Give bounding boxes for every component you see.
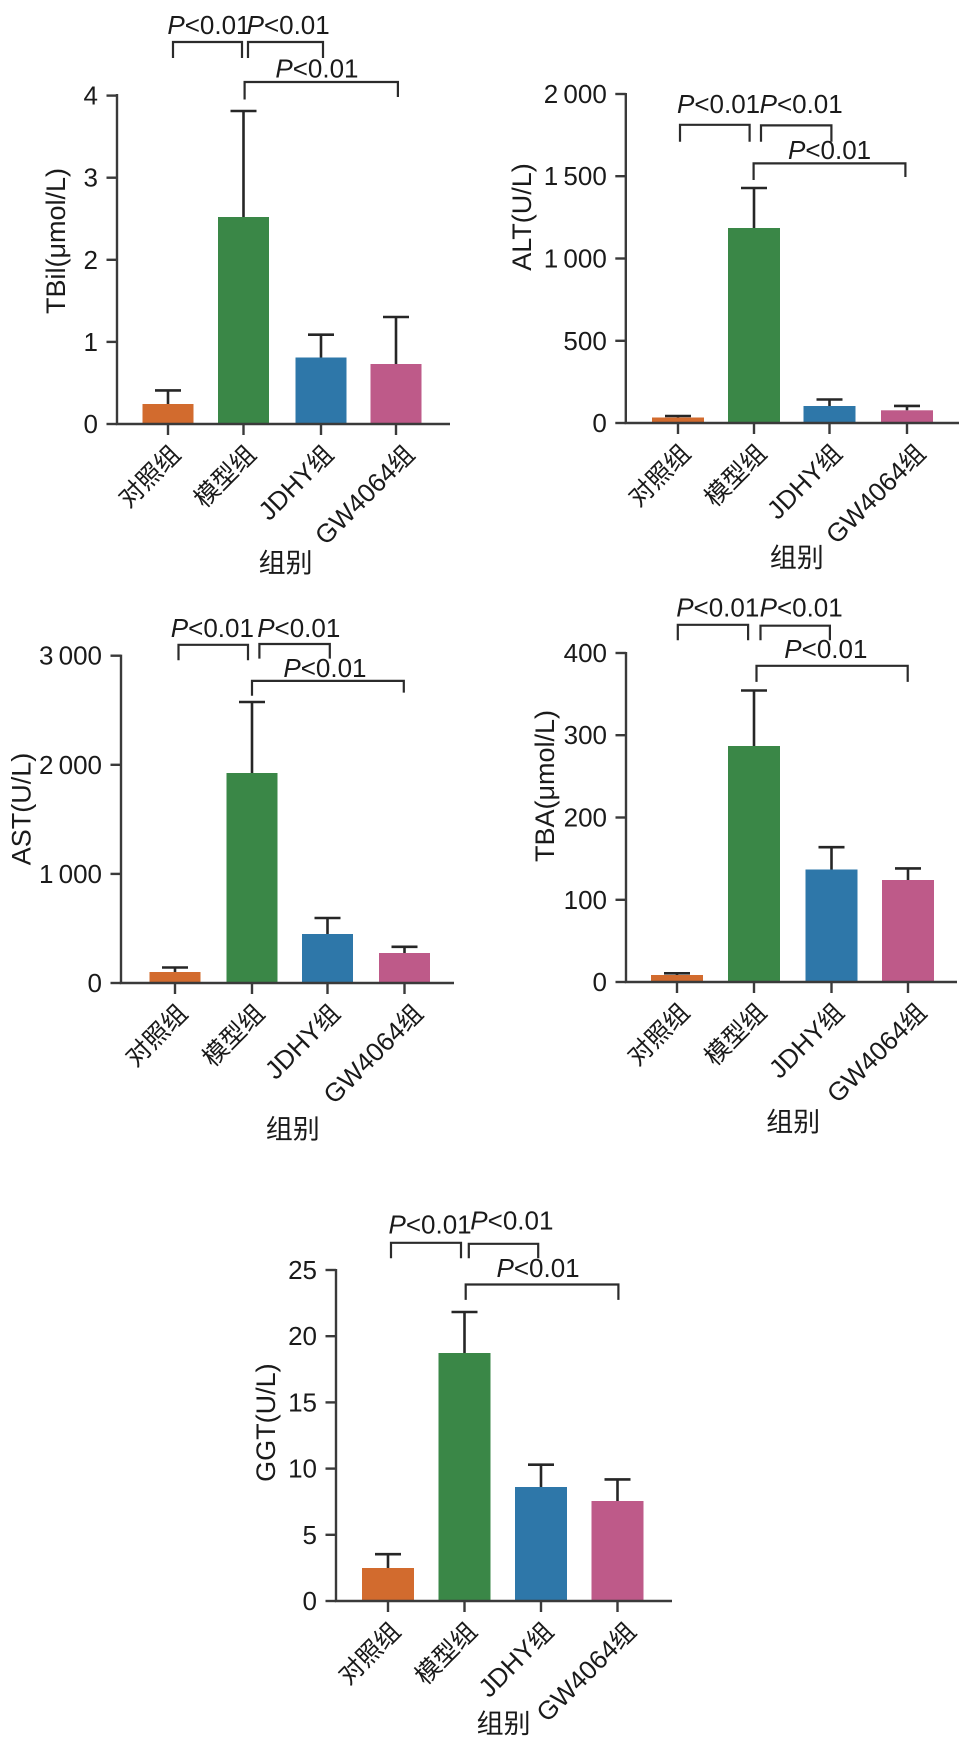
svg-text:2: 2: [84, 245, 98, 275]
svg-text:P<0.01: P<0.01: [760, 89, 843, 119]
svg-text:AST(U/L): AST(U/L): [7, 753, 37, 866]
svg-text:1: 1: [84, 327, 98, 357]
svg-text:1 500: 1 500: [544, 161, 607, 191]
svg-text:1 000: 1 000: [39, 859, 102, 889]
svg-text:2 000: 2 000: [39, 750, 102, 780]
svg-text:0: 0: [88, 968, 102, 998]
svg-text:200: 200: [564, 803, 607, 833]
svg-text:0: 0: [593, 967, 607, 997]
svg-text:0: 0: [592, 408, 606, 438]
svg-text:15: 15: [288, 1387, 317, 1417]
svg-text:TBA(μmol/L): TBA(μmol/L): [530, 710, 560, 862]
svg-text:3: 3: [84, 163, 98, 193]
svg-text:25: 25: [288, 1255, 317, 1285]
svg-text:ALT(U/L): ALT(U/L): [507, 163, 537, 271]
svg-text:P<0.01: P<0.01: [760, 593, 843, 623]
svg-text:TBil(μmol/L): TBil(μmol/L): [41, 168, 71, 314]
svg-text:P<0.01: P<0.01: [283, 653, 366, 683]
svg-text:400: 400: [564, 638, 607, 668]
svg-text:P<0.01: P<0.01: [784, 634, 867, 664]
svg-text:2 000: 2 000: [544, 79, 607, 109]
svg-text:P<0.01: P<0.01: [275, 54, 358, 84]
svg-text:0: 0: [303, 1586, 317, 1616]
svg-text:P<0.01: P<0.01: [470, 1206, 553, 1236]
svg-text:P<0.01: P<0.01: [247, 10, 330, 40]
svg-text:500: 500: [563, 326, 606, 356]
svg-text:P<0.01: P<0.01: [676, 593, 759, 623]
svg-text:P<0.01: P<0.01: [167, 10, 250, 40]
svg-text:P<0.01: P<0.01: [497, 1253, 580, 1283]
svg-text:P<0.01: P<0.01: [677, 89, 760, 119]
svg-text:1 000: 1 000: [544, 244, 607, 274]
svg-text:P<0.01: P<0.01: [257, 613, 340, 643]
svg-text:4: 4: [84, 81, 98, 111]
svg-text:P<0.01: P<0.01: [389, 1210, 472, 1240]
svg-text:100: 100: [564, 885, 607, 915]
svg-text:0: 0: [84, 409, 98, 439]
svg-text:GGT(U/L): GGT(U/L): [251, 1363, 281, 1482]
svg-text:P<0.01: P<0.01: [788, 135, 871, 165]
svg-text:5: 5: [303, 1520, 317, 1550]
svg-text:300: 300: [564, 720, 607, 750]
svg-text:20: 20: [288, 1321, 317, 1351]
svg-text:10: 10: [288, 1454, 317, 1484]
svg-text:P<0.01: P<0.01: [171, 613, 254, 643]
svg-text:3 000: 3 000: [39, 641, 102, 671]
